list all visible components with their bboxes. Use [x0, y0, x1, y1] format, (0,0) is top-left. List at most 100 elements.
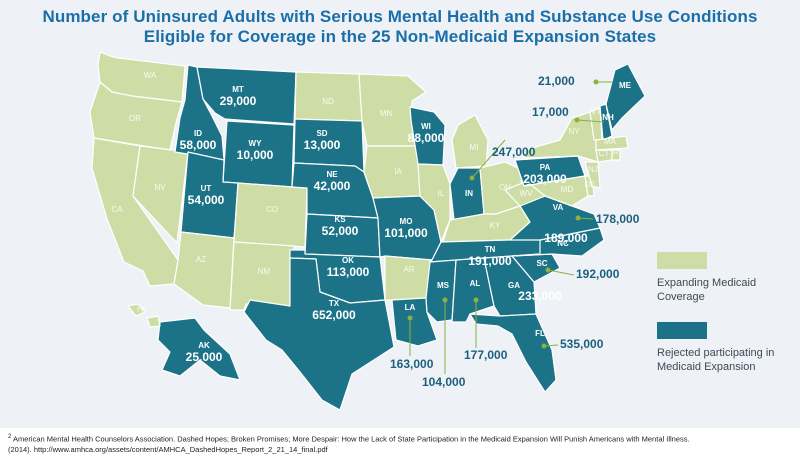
state-tx: [243, 257, 395, 411]
leader-line-va: [577, 217, 594, 220]
map-title-line1: Number of Uninsured Adults with Serious …: [42, 7, 758, 26]
state-label-wi: WI: [421, 122, 431, 131]
state-co: [233, 182, 308, 248]
state-label-ny: NY: [568, 127, 580, 136]
leader-dot-in: [469, 175, 475, 181]
state-label-vt: VT: [591, 107, 601, 116]
state-label-nv: NV: [154, 183, 166, 192]
state-or: [89, 81, 183, 151]
state-value-id: 58,000: [180, 138, 217, 152]
leader-dot-nh: [574, 117, 580, 123]
legend-swatch-rejected: [657, 322, 707, 339]
state-label-nh: NH: [602, 113, 614, 122]
state-value-ga: 233,000: [518, 289, 562, 303]
state-label-ia: IA: [394, 167, 402, 176]
state-ar: [384, 255, 433, 301]
state-value-sc: 192,000: [576, 267, 620, 281]
state-label-co: CO: [266, 205, 278, 214]
state-value-pa: 203,000: [523, 172, 567, 186]
state-value-wy: 10,000: [237, 148, 274, 162]
state-label-ct: CT: [599, 149, 610, 158]
state-label-or: OR: [129, 114, 141, 123]
state-label-de: DE: [584, 180, 595, 189]
leader-dot-la: [407, 315, 413, 321]
leader-line-nh: [576, 119, 605, 123]
state-label-ma: MA: [604, 137, 617, 146]
state-ri: [611, 149, 621, 161]
state-label-nj: NJ: [588, 165, 598, 174]
state-label-ky: KY: [490, 221, 501, 230]
state-nj: [584, 161, 601, 189]
state-label-mt: MT: [232, 85, 244, 94]
leader-dot-me: [593, 79, 599, 85]
state-hi: [127, 303, 161, 328]
leader-dot-sc: [545, 267, 551, 273]
state-label-nc: NC: [557, 239, 569, 248]
state-value-ak: 25,000: [186, 350, 223, 364]
state-nc: [511, 227, 605, 257]
state-nh: [599, 103, 613, 141]
state-value-ks: 52,000: [322, 224, 359, 238]
state-nv: [132, 145, 189, 244]
leader-dot-fl: [541, 343, 547, 349]
state-label-pa: PA: [540, 163, 551, 172]
legend-swatch-expanding: [657, 252, 707, 269]
leader-line-in: [471, 139, 506, 179]
state-label-ms: MS: [437, 281, 450, 290]
state-value-ms: 104,000: [422, 375, 466, 389]
state-az: [173, 231, 235, 309]
leader-dot-al: [473, 297, 479, 303]
state-label-ok: OK: [342, 256, 354, 265]
state-label-al: AL: [470, 279, 481, 288]
state-value-wi: 88,000: [408, 131, 445, 145]
state-label-md: MD: [561, 185, 574, 194]
leader-dot-ms: [442, 297, 448, 303]
state-value-la: 163,000: [390, 357, 434, 371]
state-value-ut: 54,000: [188, 193, 225, 207]
state-value-mo: 101,000: [384, 226, 428, 240]
state-value-me: 21,000: [538, 74, 575, 88]
state-value-mt: 29,000: [220, 94, 257, 108]
state-label-nd: ND: [322, 97, 334, 106]
state-label-oh: OH: [499, 183, 511, 192]
state-label-mi: MI: [470, 143, 479, 152]
state-value-in: 247,000: [492, 145, 536, 159]
state-label-ca: CA: [111, 205, 123, 214]
map-title-line2: Eligible for Coverage in the 25 Non-Medi…: [143, 27, 657, 46]
legend-label-rejected: Rejected participating in Medicaid Expan…: [657, 347, 775, 373]
us-map: WA OR CA NV AZ CO NM ND MN IA IL AR KY MI OH WV NY VT MA CT…: [89, 51, 646, 411]
footnote: 2 American Mental Health Counselors Asso…: [8, 432, 798, 455]
state-label-tn: TN: [485, 245, 496, 254]
state-label-ne: NE: [326, 170, 338, 179]
state-label-wv: WV: [520, 189, 534, 198]
state-label-hi: HI: [137, 305, 145, 314]
state-label-id: ID: [194, 129, 202, 138]
state-mi: [451, 114, 489, 169]
state-value-sd: 13,000: [304, 138, 341, 152]
state-value-ne: 42,000: [314, 179, 351, 193]
state-fl: [469, 313, 557, 393]
footnote-citation: American Mental Health Counselors Associ…: [13, 434, 690, 444]
state-il: [417, 163, 451, 243]
state-ms: [425, 259, 457, 323]
state-label-ak: AK: [198, 341, 210, 350]
state-label-wa: WA: [144, 71, 157, 80]
state-ma: [595, 135, 629, 151]
leader-line-sc: [547, 269, 575, 276]
state-value-tn: 191,000: [468, 254, 512, 268]
state-label-va: VA: [553, 203, 564, 212]
state-label-ri: RI: [613, 148, 621, 157]
state-value-tx: 652,000: [312, 308, 356, 322]
state-label-wy: WY: [249, 139, 263, 148]
state-nm: [229, 241, 295, 311]
state-value-ok: 113,000: [327, 265, 370, 279]
state-value-nh: 17,000: [532, 105, 569, 119]
state-value-fl: 535,000: [560, 337, 604, 351]
state-label-ga: GA: [508, 281, 520, 290]
state-label-me: ME: [619, 81, 632, 90]
state-label-ar: AR: [403, 265, 414, 274]
state-label-in: IN: [465, 189, 473, 198]
state-label-mo: MO: [400, 217, 413, 226]
state-label-nm: NM: [258, 267, 271, 276]
leader-dot-va: [575, 215, 581, 221]
